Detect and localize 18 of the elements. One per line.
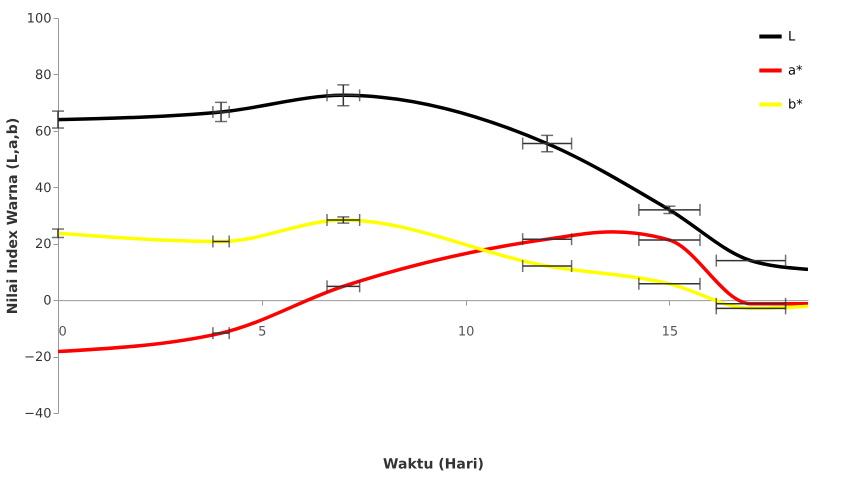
x-tick-label: 5 [258, 324, 266, 340]
x-axis-title: Waktu (Hari) [383, 456, 484, 472]
line-series [58, 94, 808, 272]
x-tick-label: 15 [662, 324, 678, 340]
y-tick-label: −40 [24, 406, 52, 422]
x-tick-label: 10 [458, 324, 474, 340]
y-tick-label: 60 [34, 124, 52, 140]
y-tick-label: 0 [43, 294, 52, 309]
legend-label: L [788, 30, 796, 44]
y-tick-label: 80 [34, 68, 52, 83]
y-tick-label: 100 [26, 12, 52, 26]
y-axis-title: Nilai Index Warna (L,a,b) [5, 118, 22, 314]
y-tick-label: 20 [34, 237, 52, 252]
legend-label: b* [788, 98, 804, 112]
x-tick-label: 0 [58, 324, 67, 340]
legend-label: a* [788, 64, 803, 78]
y-tick-label: −20 [24, 350, 52, 366]
y-tick-label: 40 [34, 180, 52, 196]
